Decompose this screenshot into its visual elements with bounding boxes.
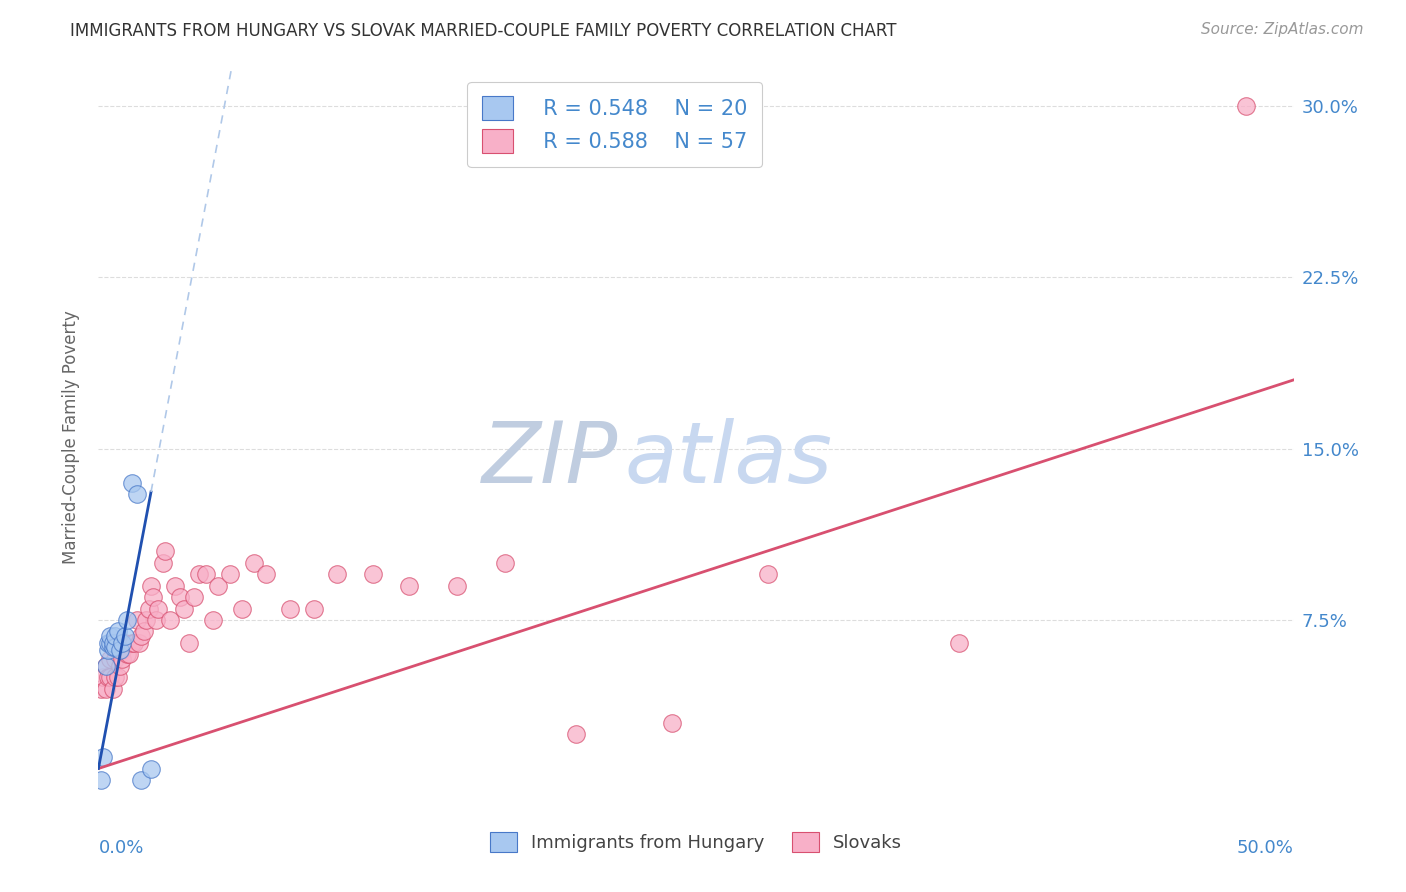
Point bbox=[111, 636, 134, 650]
Point bbox=[97, 636, 120, 650]
Text: IMMIGRANTS FROM HUNGARY VS SLOVAK MARRIED-COUPLE FAMILY POVERTY CORRELATION CHAR: IMMIGRANTS FROM HUNGARY VS SLOVAK MARRIE… bbox=[70, 22, 897, 40]
Point bbox=[142, 590, 165, 604]
Point bbox=[128, 636, 150, 650]
Point bbox=[114, 636, 136, 650]
Point bbox=[107, 670, 129, 684]
Point bbox=[98, 652, 122, 666]
Point bbox=[446, 579, 468, 593]
Point bbox=[195, 567, 218, 582]
Point bbox=[1234, 98, 1257, 112]
Point bbox=[114, 629, 136, 643]
Point bbox=[756, 567, 779, 582]
Text: ZIP: ZIP bbox=[482, 417, 619, 500]
Point bbox=[243, 556, 266, 570]
Point bbox=[121, 636, 143, 650]
Point bbox=[98, 629, 122, 643]
Point bbox=[101, 681, 124, 696]
Point bbox=[125, 487, 148, 501]
Point bbox=[91, 750, 114, 764]
Point bbox=[101, 640, 124, 655]
Point bbox=[97, 642, 120, 657]
Legend: Immigrants from Hungary, Slovaks: Immigrants from Hungary, Slovaks bbox=[482, 824, 910, 860]
Point bbox=[104, 629, 127, 643]
Point bbox=[139, 762, 162, 776]
Point bbox=[115, 613, 138, 627]
Point bbox=[202, 613, 225, 627]
Point bbox=[363, 567, 385, 582]
Point bbox=[219, 567, 242, 582]
Point bbox=[104, 670, 127, 684]
Point bbox=[254, 567, 277, 582]
Point bbox=[169, 590, 191, 604]
Point bbox=[111, 652, 134, 666]
Point bbox=[91, 670, 114, 684]
Point bbox=[302, 601, 325, 615]
Point bbox=[108, 658, 131, 673]
Point bbox=[163, 579, 186, 593]
Point bbox=[187, 567, 209, 582]
Point bbox=[135, 613, 157, 627]
Point bbox=[183, 590, 205, 604]
Point bbox=[94, 681, 117, 696]
Point bbox=[98, 636, 122, 650]
Point bbox=[398, 579, 420, 593]
Point bbox=[90, 772, 112, 787]
Point bbox=[131, 629, 153, 643]
Point bbox=[207, 579, 229, 593]
Point bbox=[661, 715, 683, 730]
Point bbox=[565, 727, 588, 741]
Point bbox=[231, 601, 253, 615]
Point bbox=[94, 658, 117, 673]
Y-axis label: Married-Couple Family Poverty: Married-Couple Family Poverty bbox=[62, 310, 80, 564]
Text: 50.0%: 50.0% bbox=[1237, 839, 1294, 857]
Point bbox=[132, 624, 155, 639]
Point bbox=[148, 601, 170, 615]
Point bbox=[155, 544, 177, 558]
Point bbox=[124, 636, 146, 650]
Point bbox=[107, 624, 129, 639]
Text: atlas: atlas bbox=[624, 417, 832, 500]
Point bbox=[98, 670, 122, 684]
Point bbox=[101, 636, 124, 650]
Point bbox=[118, 647, 141, 661]
Point bbox=[115, 647, 138, 661]
Point bbox=[125, 613, 148, 627]
Point bbox=[104, 640, 127, 655]
Point bbox=[152, 556, 174, 570]
Point bbox=[111, 642, 134, 657]
Text: 0.0%: 0.0% bbox=[98, 839, 143, 857]
Point bbox=[948, 636, 970, 650]
Point bbox=[138, 601, 160, 615]
Point bbox=[90, 681, 112, 696]
Point bbox=[97, 670, 120, 684]
Point bbox=[179, 636, 201, 650]
Point bbox=[94, 658, 117, 673]
Point bbox=[121, 475, 143, 490]
Point bbox=[159, 613, 181, 627]
Point bbox=[108, 642, 131, 657]
Point bbox=[145, 613, 167, 627]
Text: Source: ZipAtlas.com: Source: ZipAtlas.com bbox=[1201, 22, 1364, 37]
Point bbox=[326, 567, 349, 582]
Point bbox=[104, 652, 127, 666]
Point bbox=[139, 579, 162, 593]
Point bbox=[278, 601, 301, 615]
Point bbox=[494, 556, 516, 570]
Point bbox=[131, 772, 153, 787]
Point bbox=[173, 601, 195, 615]
